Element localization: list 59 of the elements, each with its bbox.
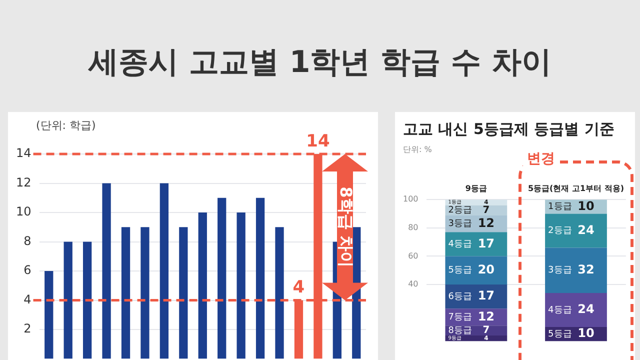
data-label: 17 [478, 288, 495, 303]
annotation: 4등급 [448, 240, 472, 250]
text: (단위: 학급) [36, 119, 96, 132]
chart-title: 세종시 고교별 1학년 학급 수 차이 [88, 45, 552, 80]
bar [44, 271, 54, 359]
bar [445, 232, 508, 256]
data-label: 12 [478, 309, 495, 324]
text: 변경 [527, 151, 555, 167]
data-label: 7 [482, 204, 490, 216]
y-tick-label: 60 [408, 251, 418, 260]
y-tick-label: 6 [24, 263, 32, 278]
annotation: 1등급 [548, 202, 572, 212]
data-label: 14 [306, 131, 330, 152]
bar [218, 198, 226, 359]
data-label: 4 [292, 278, 305, 298]
y-tick-label: 40 [408, 280, 418, 289]
bar [236, 212, 246, 359]
annotation: 4등급 [548, 305, 572, 316]
x-tick-label: 5등급(현재 고1부터 적용) [528, 184, 624, 193]
bar [82, 242, 92, 359]
data-label: 10 [578, 198, 594, 213]
bar [64, 242, 72, 359]
annotation: 7등급 [448, 312, 472, 322]
data-label: 17 [478, 236, 495, 250]
y-tick-label: 4 [24, 292, 32, 306]
annotation: 2등급 [548, 226, 572, 236]
double-arrow: 8학급 차이 [322, 154, 368, 300]
annotation: 3등급 [548, 266, 572, 276]
data-label: 20 [478, 262, 495, 277]
text: 단위: % [403, 145, 432, 154]
bar [160, 183, 169, 359]
bar [179, 227, 188, 359]
annotation: 5등급 [448, 266, 472, 276]
annotation: 2등급 [448, 206, 472, 216]
annotation: 8등급 [448, 326, 472, 336]
y-tick-label: 80 [408, 223, 418, 232]
y-tick-label: 8 [24, 234, 32, 248]
data-label: 24 [578, 222, 594, 237]
chart-title: 고교 내신 5등급제 등급별 기준 [403, 120, 614, 138]
y-tick-label: 100 [402, 194, 418, 204]
data-label: 32 [578, 262, 594, 277]
data-label: 12 [478, 216, 495, 230]
bar [121, 227, 130, 359]
annotation: 6등급 [448, 292, 472, 302]
y-tick-label: 14 [16, 146, 32, 160]
y-tick-label: 12 [16, 175, 32, 190]
bar [275, 227, 284, 359]
annotation: 3등급 [448, 219, 472, 230]
y-tick-label: 2 [24, 322, 32, 336]
bar [140, 227, 150, 359]
data-label: 24 [578, 302, 594, 316]
data-label: 10 [578, 326, 594, 340]
annotation: 5등급 [548, 329, 572, 340]
bar [256, 198, 265, 359]
annotation: 8학급 차이 [336, 186, 356, 268]
bar [102, 183, 111, 359]
y-tick-label: 10 [16, 204, 32, 219]
data-label: 7 [482, 325, 490, 336]
bar [198, 212, 207, 359]
